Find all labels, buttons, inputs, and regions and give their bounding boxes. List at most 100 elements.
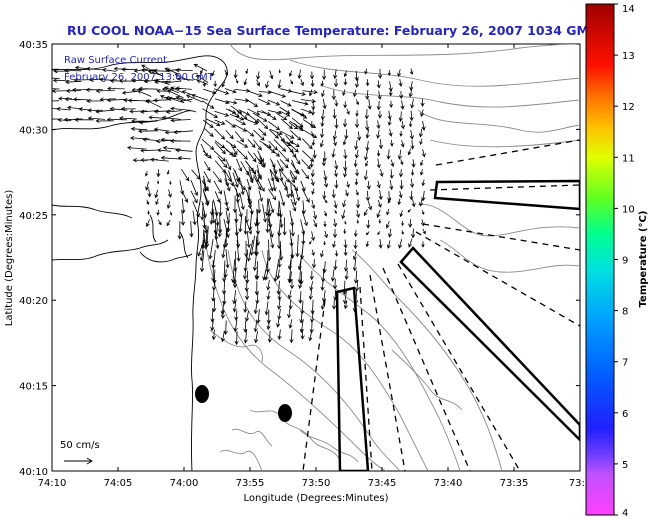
current-vector bbox=[264, 198, 269, 217]
current-vector bbox=[333, 259, 338, 271]
current-vector bbox=[256, 309, 261, 324]
current-vector bbox=[177, 221, 182, 240]
marker-dot-east bbox=[278, 404, 292, 422]
current-vector bbox=[321, 158, 326, 167]
current-vector bbox=[138, 86, 159, 91]
current-vector bbox=[300, 78, 304, 87]
colorbar-tick-label: 5 bbox=[622, 460, 628, 471]
current-vector bbox=[268, 188, 277, 201]
x-tick-label: 74:05 bbox=[104, 478, 133, 489]
current-vector bbox=[261, 109, 277, 120]
current-vector bbox=[409, 129, 414, 140]
current-vector bbox=[388, 89, 393, 97]
current-vector bbox=[353, 239, 358, 250]
current-vector bbox=[204, 225, 209, 246]
current-vector bbox=[137, 90, 152, 97]
current-vector bbox=[213, 150, 226, 162]
current-vector bbox=[170, 86, 183, 94]
current-vector bbox=[334, 99, 339, 107]
current-vector bbox=[56, 106, 71, 112]
current-vector bbox=[285, 134, 294, 145]
current-vector bbox=[308, 330, 313, 342]
current-vector bbox=[346, 108, 350, 115]
current-vector bbox=[232, 195, 238, 214]
current-vector bbox=[86, 98, 103, 104]
current-vector bbox=[309, 281, 314, 292]
current-vector bbox=[180, 209, 185, 226]
current-vector bbox=[107, 86, 125, 91]
current-vector bbox=[409, 190, 414, 201]
current-vector bbox=[245, 129, 255, 137]
current-vector bbox=[266, 290, 271, 301]
marker-dot-west bbox=[195, 385, 209, 403]
current-vector bbox=[407, 208, 412, 213]
current-vector bbox=[400, 140, 405, 148]
current-vector bbox=[280, 100, 292, 107]
sector-southeast bbox=[399, 246, 580, 442]
current-vector bbox=[387, 110, 392, 121]
current-vector bbox=[213, 180, 222, 195]
current-vector bbox=[364, 68, 368, 75]
current-vector bbox=[277, 79, 282, 89]
current-vector bbox=[355, 78, 360, 89]
current-vector bbox=[236, 158, 243, 172]
sector-south bbox=[335, 286, 370, 471]
current-vector bbox=[420, 159, 424, 167]
current-vector bbox=[52, 118, 60, 120]
current-vector bbox=[202, 80, 206, 88]
current-vector bbox=[387, 70, 391, 77]
current-vector bbox=[225, 100, 238, 105]
current-vector bbox=[130, 126, 148, 132]
current-vector bbox=[218, 201, 223, 217]
current-vector bbox=[343, 169, 348, 178]
current-vector bbox=[247, 113, 260, 124]
current-vector bbox=[244, 279, 249, 292]
current-vector bbox=[253, 236, 258, 256]
current-vector bbox=[189, 221, 194, 238]
current-vector bbox=[52, 88, 60, 90]
current-vector bbox=[352, 89, 357, 98]
current-vector bbox=[376, 180, 381, 189]
current-vector bbox=[356, 209, 361, 219]
current-vector bbox=[411, 159, 416, 168]
current-vector bbox=[234, 209, 239, 224]
current-vector bbox=[293, 122, 304, 132]
current-vector bbox=[203, 175, 209, 191]
current-vector bbox=[387, 228, 393, 238]
current-vector bbox=[292, 153, 301, 165]
current-vector bbox=[377, 199, 382, 208]
current-vector bbox=[204, 128, 214, 137]
current-vector bbox=[323, 179, 329, 188]
current-vector bbox=[279, 106, 291, 114]
current-vector bbox=[409, 178, 415, 188]
current-vector bbox=[233, 168, 241, 183]
radar-sectors bbox=[335, 179, 580, 471]
current-vector bbox=[245, 98, 259, 107]
current-vector bbox=[356, 131, 362, 141]
current-vector bbox=[233, 69, 238, 79]
current-vector bbox=[150, 157, 169, 162]
current-vector bbox=[251, 167, 259, 183]
current-vector bbox=[236, 240, 241, 262]
current-vector bbox=[273, 258, 280, 283]
current-vector bbox=[225, 249, 230, 269]
current-vector bbox=[248, 166, 254, 182]
current-vector bbox=[320, 109, 325, 121]
current-vector bbox=[421, 120, 426, 131]
current-vector bbox=[420, 109, 425, 117]
current-vector bbox=[156, 148, 171, 153]
current-vector bbox=[242, 259, 248, 280]
current-vector bbox=[364, 150, 369, 161]
current-vector bbox=[269, 128, 283, 135]
legend-current-time: February 26, 2007 13:00 GMT bbox=[64, 72, 215, 83]
current-vector bbox=[268, 140, 278, 151]
current-vector bbox=[236, 140, 249, 148]
current-vector bbox=[294, 184, 301, 202]
current-vector bbox=[192, 210, 197, 226]
current-vector bbox=[301, 188, 310, 203]
current-vector bbox=[290, 79, 293, 85]
current-vector bbox=[232, 298, 237, 313]
current-vector bbox=[144, 171, 148, 177]
current-vector bbox=[200, 202, 205, 221]
current-vector bbox=[411, 199, 416, 208]
